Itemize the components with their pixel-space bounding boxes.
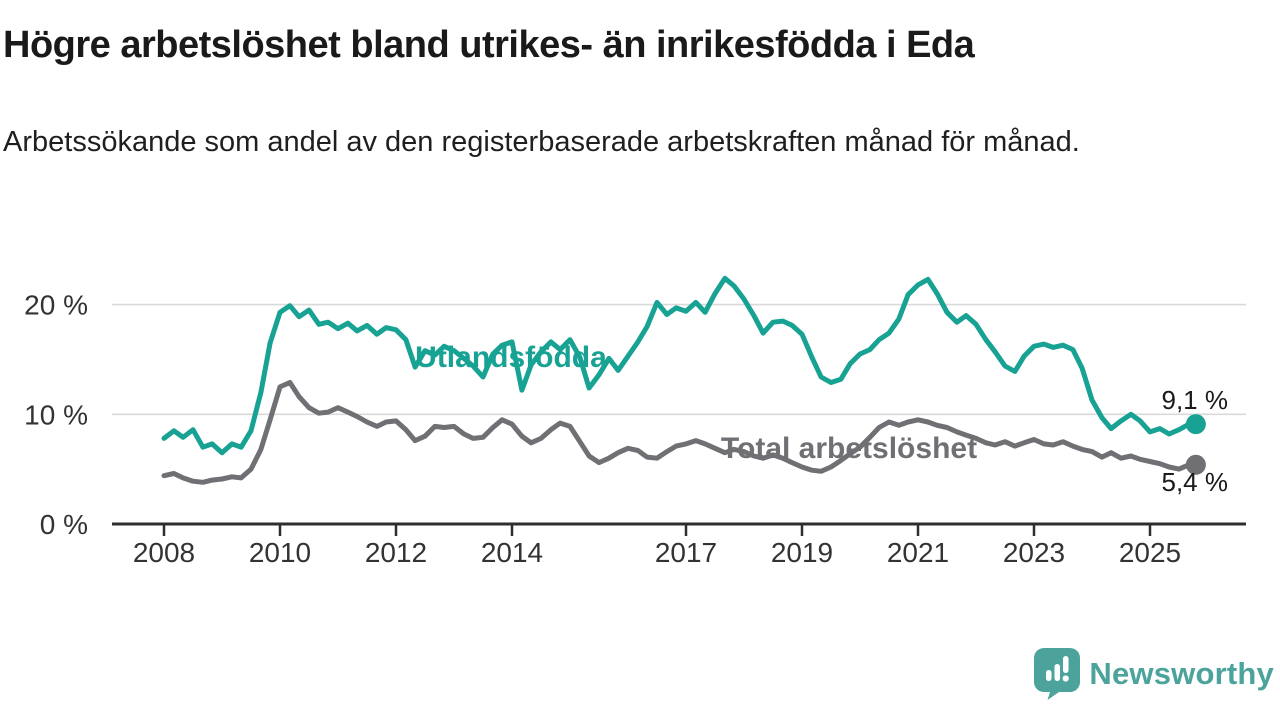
- x-tick-label: 2008: [133, 537, 195, 568]
- series-label-total: Total arbetslöshet: [721, 432, 977, 465]
- chart-title: Högre arbetslöshet bland utrikes- än inr…: [3, 24, 975, 66]
- y-tick-label: 10 %: [24, 399, 88, 430]
- x-tick-label: 2010: [249, 537, 311, 568]
- newsworthy-brand-text: Newsworthy: [1089, 656, 1274, 691]
- x-tick-label: 2021: [887, 537, 949, 568]
- series-label-utlandsfodda: Utlandsfödda: [415, 341, 607, 374]
- series-end-dot-utlandsfodda: [1185, 414, 1206, 435]
- series-end-dot-total: [1185, 454, 1206, 475]
- x-tick-label: 2019: [771, 537, 833, 568]
- end-value-label-utlandsfodda: 9,1 %: [1162, 385, 1229, 415]
- end-value-label-total: 5,4 %: [1162, 467, 1229, 497]
- brand-footer: Newsworthy: [1034, 648, 1274, 700]
- x-tick-label: 2023: [1003, 537, 1065, 568]
- x-tick-label: 2017: [655, 537, 717, 568]
- y-tick-label: 0 %: [40, 509, 88, 540]
- x-tick-label: 2012: [365, 537, 427, 568]
- series-line-total: [161, 380, 1192, 485]
- logo-exclamation-stem: [1063, 656, 1069, 673]
- y-tick-label: 20 %: [24, 290, 88, 321]
- newsworthy-logo-icon: [1034, 648, 1081, 700]
- x-tick-label: 2025: [1119, 537, 1181, 568]
- logo-bar-tall: [1054, 664, 1061, 681]
- logo-bar-short: [1046, 670, 1052, 681]
- x-tick-label: 2014: [481, 537, 543, 568]
- logo-exclamation-dot: [1062, 675, 1070, 682]
- chart-subtitle: Arbetssökande som andel av den registerb…: [3, 126, 1080, 158]
- series-line-utlandsfodda: [161, 275, 1192, 456]
